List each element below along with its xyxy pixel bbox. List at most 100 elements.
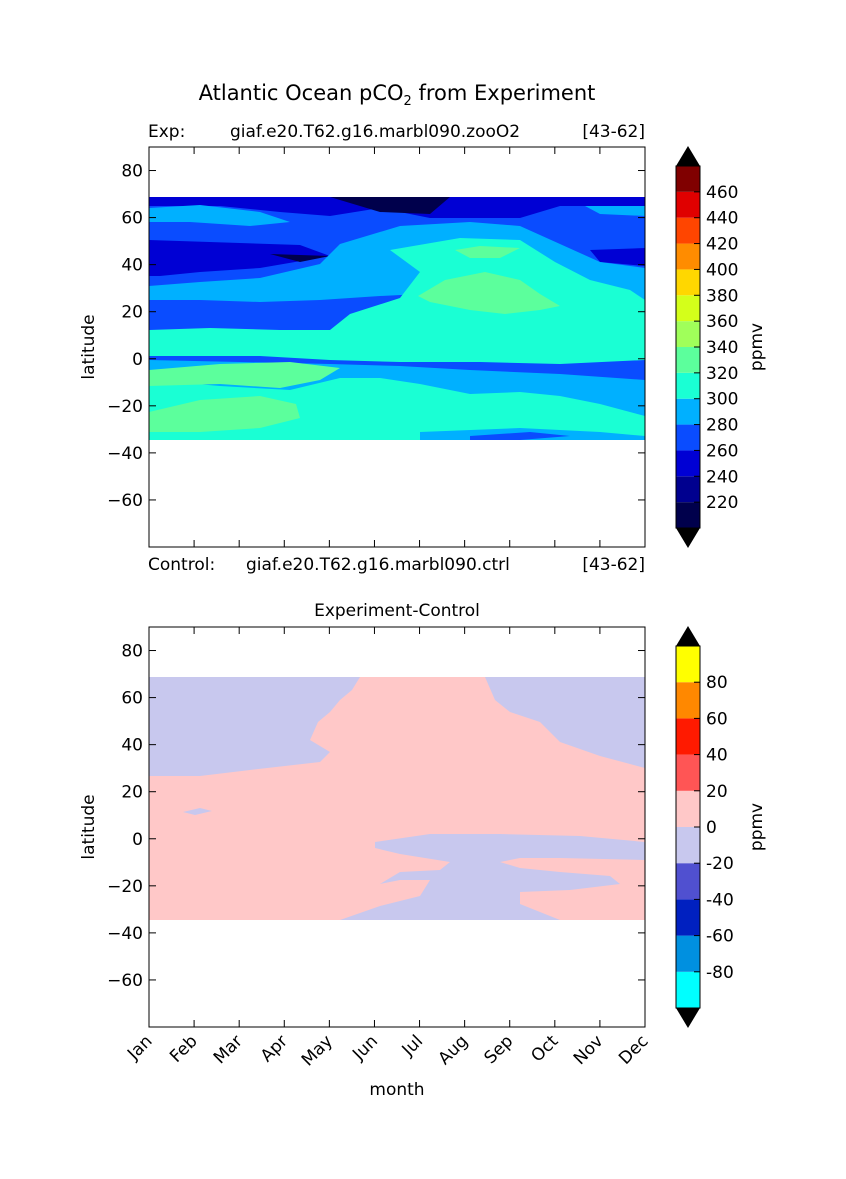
top-ytick-label: 60 [121, 209, 143, 229]
top-region-220-mid [270, 254, 330, 262]
top-colorbar-bin [676, 347, 700, 373]
top-contour-field [149, 197, 645, 440]
top-colorbar-tick-label: 240 [706, 467, 738, 487]
diff-colorbar-tick-label: -80 [706, 963, 734, 983]
top-colorbar-bin [676, 502, 700, 528]
top-colorbar-tick-label: 260 [706, 441, 738, 461]
month-tick-label: Apr [257, 1031, 292, 1066]
diff-colorbar-bin [676, 899, 700, 936]
diff-ytick-label: 80 [121, 642, 143, 662]
top-colorbar-bin [676, 321, 700, 347]
top-region-320-central [149, 238, 645, 364]
diff-ytick-label: −60 [107, 971, 143, 991]
top-colorbar-tick-label: 440 [706, 209, 738, 229]
diff-colorbar-bin [676, 863, 700, 900]
top-ytick-label: −60 [107, 491, 143, 511]
month-tick-label: Dec [615, 1031, 652, 1068]
top-colorbar-extend-max [676, 146, 700, 166]
diff-region-negative-north [149, 677, 360, 776]
diff-colorbar-tick-label: 0 [706, 818, 717, 838]
top-colorbar-tick-label: 460 [706, 183, 738, 203]
diff-contour-field [149, 677, 645, 920]
exp-years: [43-62] [582, 122, 645, 142]
diff-colorbar-tick-label: -60 [706, 927, 734, 947]
diff-colorbar-bin [676, 646, 700, 683]
diff-colorbar-tick-label: 40 [706, 746, 728, 766]
diff-region-negative-northeast [485, 677, 645, 768]
diff-region-negative-spot [183, 808, 212, 815]
top-colorbar-extend-min [676, 528, 700, 548]
top-region-220-north [330, 197, 450, 214]
diff-colorbar-bin [676, 790, 700, 827]
diff-colorbar-tick-label: 60 [706, 709, 728, 729]
figure-title: Atlantic Ocean pCO2 from Experiment [199, 81, 596, 109]
top-region-340-south-b [149, 396, 300, 432]
top-region-300-north [149, 205, 290, 226]
diff-ytick-label: −40 [107, 924, 143, 944]
top-colorbar-bin [676, 166, 700, 192]
diff-ylabel: latitude [79, 794, 99, 859]
top-ytick-label: 40 [121, 256, 143, 276]
top-ytick-label: −40 [107, 444, 143, 464]
diff-colorbar: -80 -60 -40 -20 0 20 40 60 80 ppmv [675, 626, 767, 1028]
top-region-340-north [418, 272, 560, 314]
diff-ytick-label: 60 [121, 689, 143, 709]
top-colorbar-tick-label: 420 [706, 235, 738, 255]
top-colorbar-bin [676, 424, 700, 451]
diff-colorbar-tick-label: 80 [706, 673, 728, 693]
diff-colorbar-bin [676, 754, 700, 791]
top-region-240-east [590, 248, 645, 266]
control-label: Control: [148, 555, 215, 575]
diff-colorbar-tick-label: 20 [706, 782, 728, 802]
top-axes: 80 60 40 20 0 −20 −40 −60 latitude [79, 146, 646, 548]
diff-colorbar-tick-label: -20 [706, 854, 734, 874]
month-axis: Jan Feb Mar Apr May Jun Jul Aug Sep Oct Nov Dec [123, 1031, 652, 1070]
top-colorbar-bin [676, 450, 700, 477]
top-ytick-label: 0 [132, 350, 143, 370]
diff-colorbar-bin [676, 971, 700, 1008]
top-colorbar-bin [676, 476, 700, 503]
top-colorbar-tick-label: 220 [706, 493, 738, 513]
top-colorbar-bin [676, 217, 700, 244]
top-colorbar: 220 240 260 280 300 320 340 360 380 400 420 440 460 p… [675, 146, 767, 548]
top-region-340-south-a [149, 362, 340, 388]
top-colorbar-tick-label: 320 [706, 364, 738, 384]
diff-colorbar-bin [676, 682, 700, 719]
month-tick-label: Aug [435, 1031, 473, 1069]
top-colorbar-bin [676, 191, 700, 218]
diff-colorbar-bin [676, 718, 700, 755]
top-colorbar-tick-label: 280 [706, 416, 738, 436]
top-ytick-label: 80 [121, 162, 143, 182]
top-colorbar-bin [676, 398, 700, 425]
diff-colorbar-bin [676, 935, 700, 972]
diff-colorbar-extend-min [676, 1008, 700, 1028]
diff-axes: 80 60 40 20 0 −20 −40 −60 latitude [79, 626, 646, 1028]
top-ytick-label: −20 [107, 397, 143, 417]
month-tick-label: Oct [527, 1031, 562, 1066]
top-colorbar-label: ppmv [747, 323, 767, 371]
exp-name: giaf.e20.T62.g16.marbl090.zooO2 [230, 122, 520, 142]
top-region-300-east [585, 206, 645, 216]
month-tick-label: Jan [123, 1031, 156, 1064]
top-colorbar-bin [676, 372, 700, 399]
diff-ytick-label: 20 [121, 783, 143, 803]
top-colorbar-bin [676, 295, 700, 322]
diff-frame [148, 626, 646, 1028]
month-tick-label: May [298, 1031, 337, 1070]
top-colorbar-tick-label: 380 [706, 286, 738, 306]
diff-ytick-label: 40 [121, 736, 143, 756]
top-colorbar-bin [676, 269, 700, 296]
month-tick-label: Nov [570, 1031, 608, 1069]
diff-ytick-label: −20 [107, 877, 143, 897]
diff-colorbar-extend-max [676, 626, 700, 646]
month-tick-label: Jun [348, 1031, 382, 1065]
diff-colorbar-tick-label: -40 [706, 890, 734, 910]
month-tick-label: Mar [210, 1031, 247, 1068]
top-region-240-mid [149, 240, 330, 276]
top-colorbar-tick-label: 400 [706, 260, 738, 280]
top-region-280-floor [470, 432, 570, 440]
month-tick-label: Sep [480, 1031, 517, 1068]
top-frame [148, 146, 646, 548]
top-colorbar-tick-label: 300 [706, 390, 738, 410]
